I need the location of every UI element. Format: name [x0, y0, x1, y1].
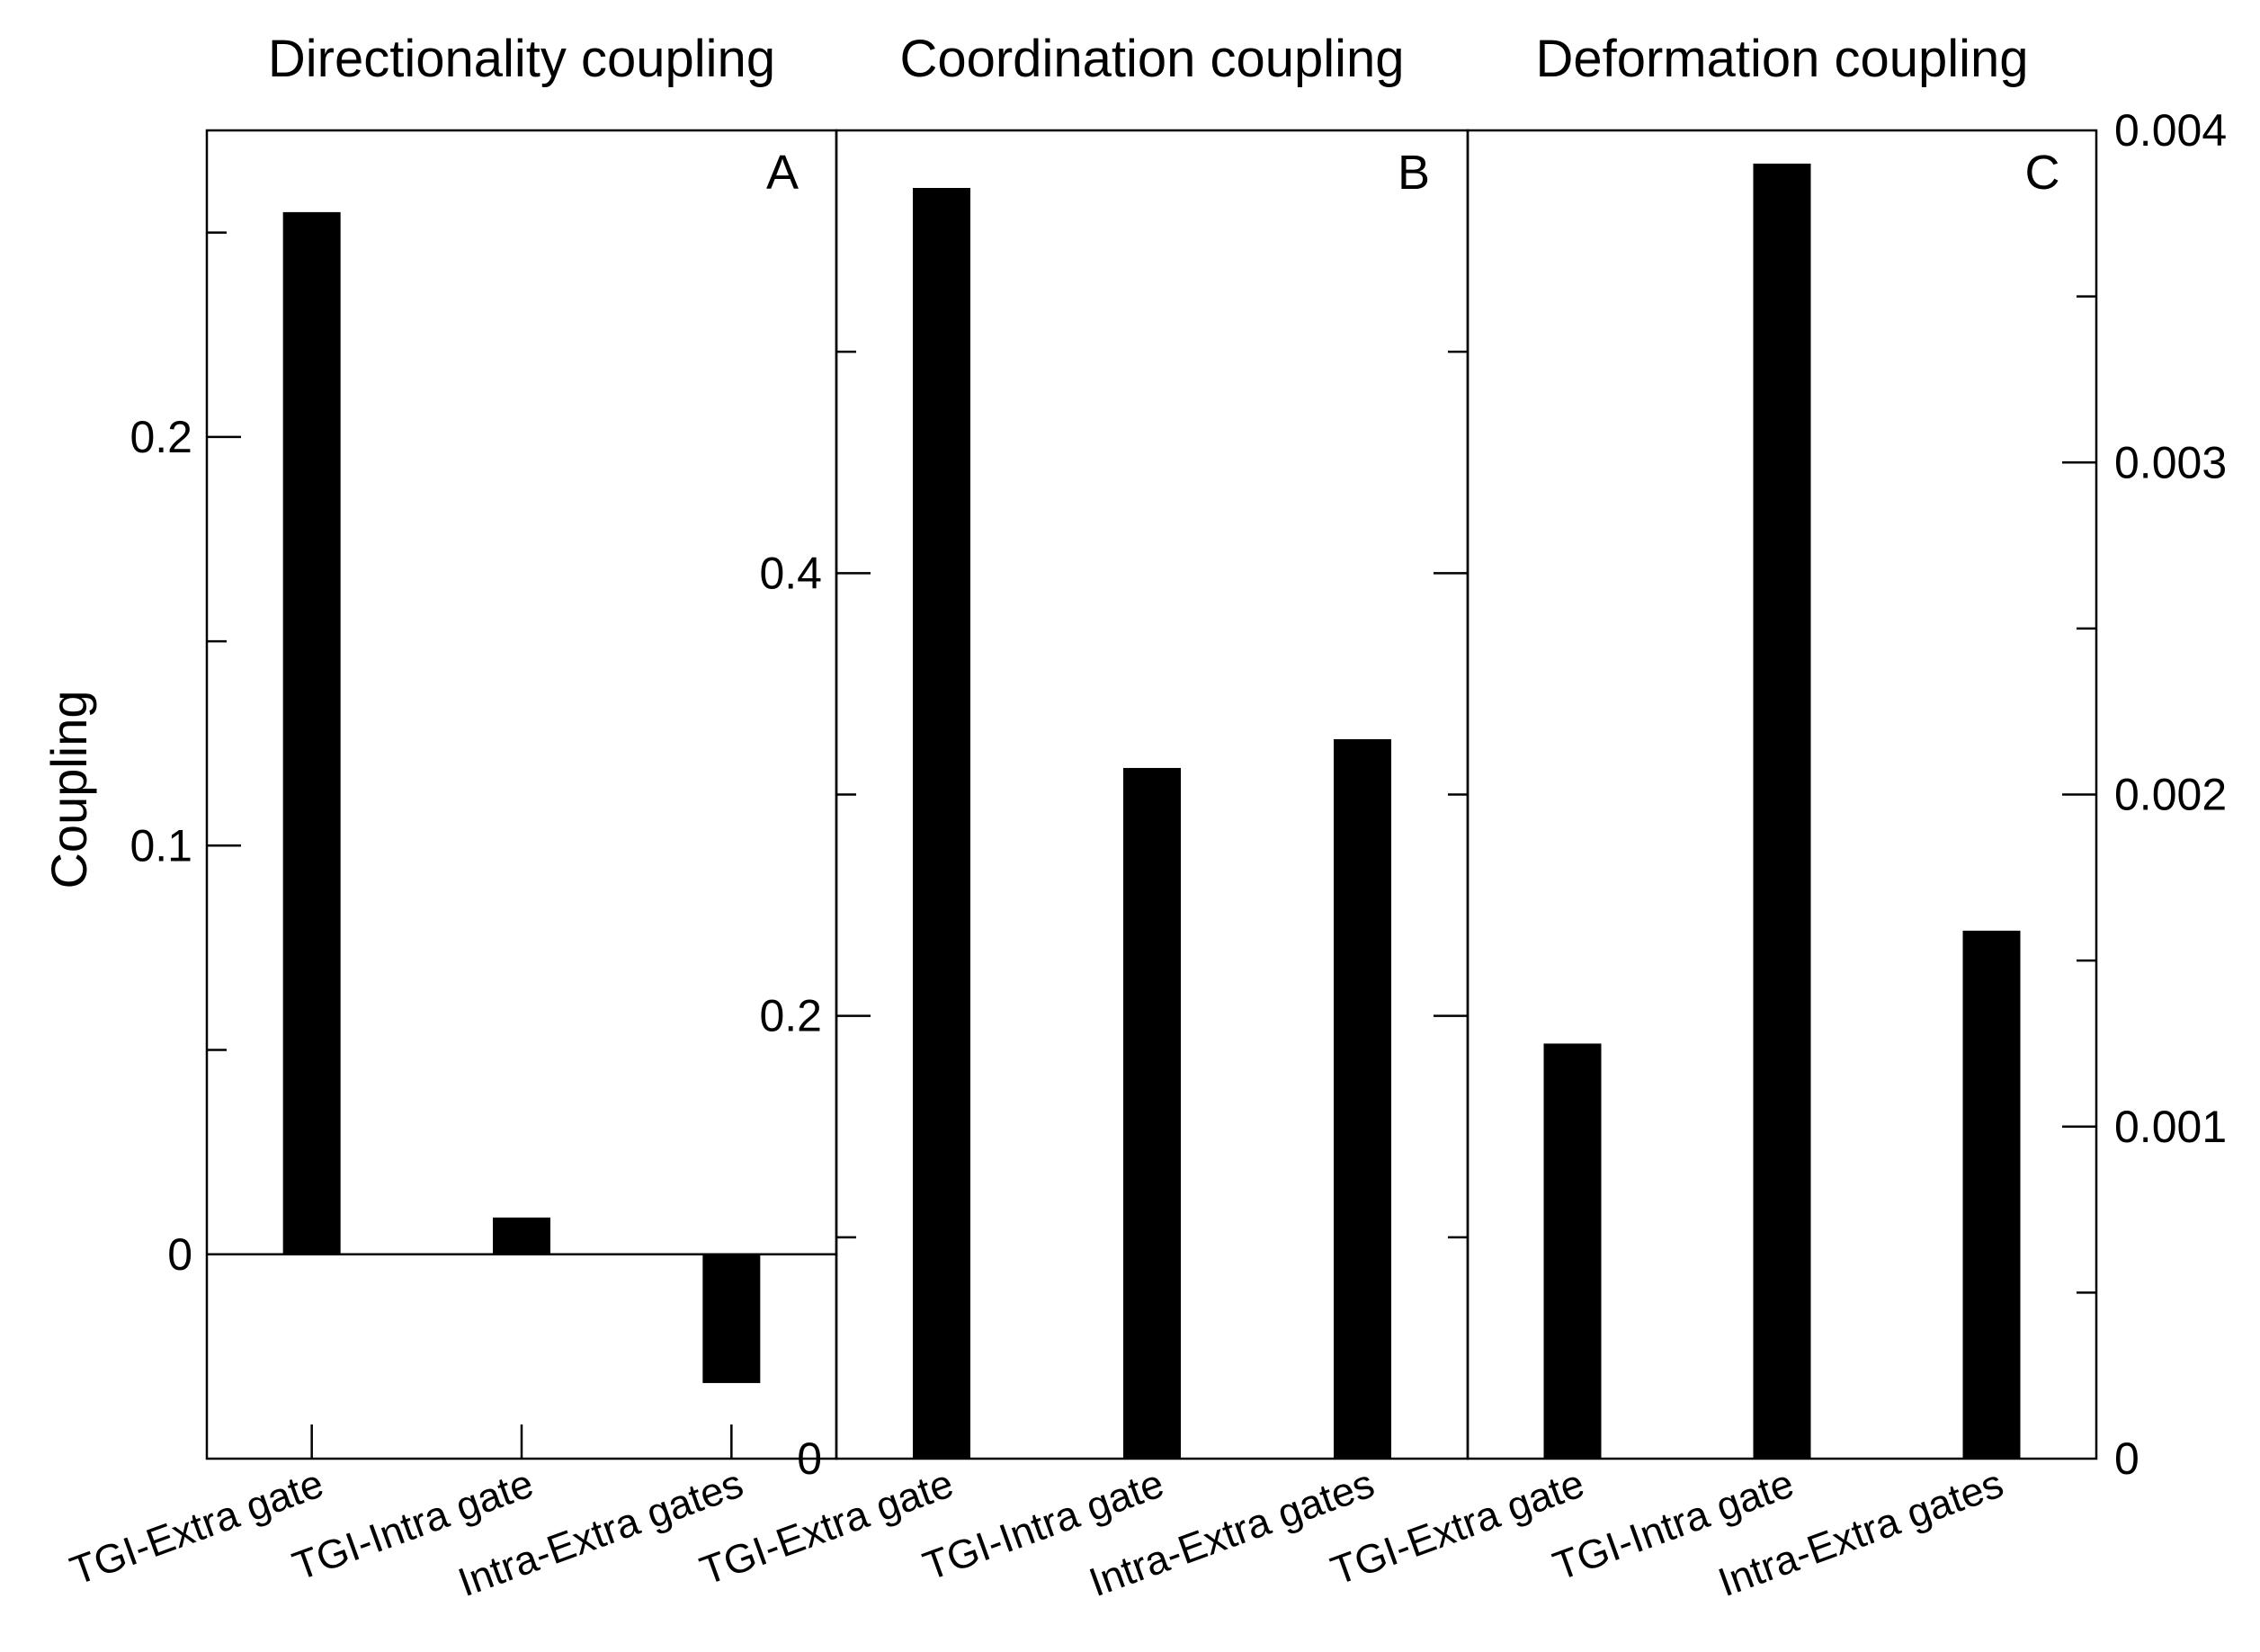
y-tick-label: 0.002 [2114, 770, 2227, 820]
y-tick-label: 0 [797, 1433, 822, 1484]
y-tick-label: 0 [2114, 1433, 2139, 1484]
panel-title: Directionality coupling [268, 30, 775, 88]
bar [1543, 1043, 1602, 1459]
x-category-label: TGI-Extra gate [64, 1460, 329, 1594]
panel-title: Coordination coupling [899, 30, 1404, 88]
y-tick-label: 0.1 [130, 820, 192, 871]
bar [1753, 163, 1811, 1459]
y-tick-label: 0.001 [2114, 1102, 2227, 1152]
panel-label: C [2025, 146, 2060, 200]
y-tick-label: 0.003 [2114, 437, 2227, 487]
bar [1334, 738, 1391, 1459]
bar [493, 1217, 550, 1255]
y-tick-label: 0.4 [759, 548, 822, 598]
y-tick-label: 0 [167, 1229, 192, 1280]
panel-label: B [1398, 146, 1430, 200]
y-tick-label: 0.004 [2114, 105, 2227, 156]
bar [1123, 767, 1181, 1459]
bar [1962, 930, 2021, 1459]
bar [913, 188, 970, 1460]
panel-title: Deformation coupling [1535, 30, 2028, 88]
y-axis-label: Coupling [40, 690, 97, 889]
bar [282, 211, 341, 1255]
y-tick-label: 0.2 [130, 412, 192, 462]
panel-label: A [766, 146, 799, 200]
y-tick-label: 0.2 [759, 991, 822, 1041]
bar [702, 1254, 761, 1383]
